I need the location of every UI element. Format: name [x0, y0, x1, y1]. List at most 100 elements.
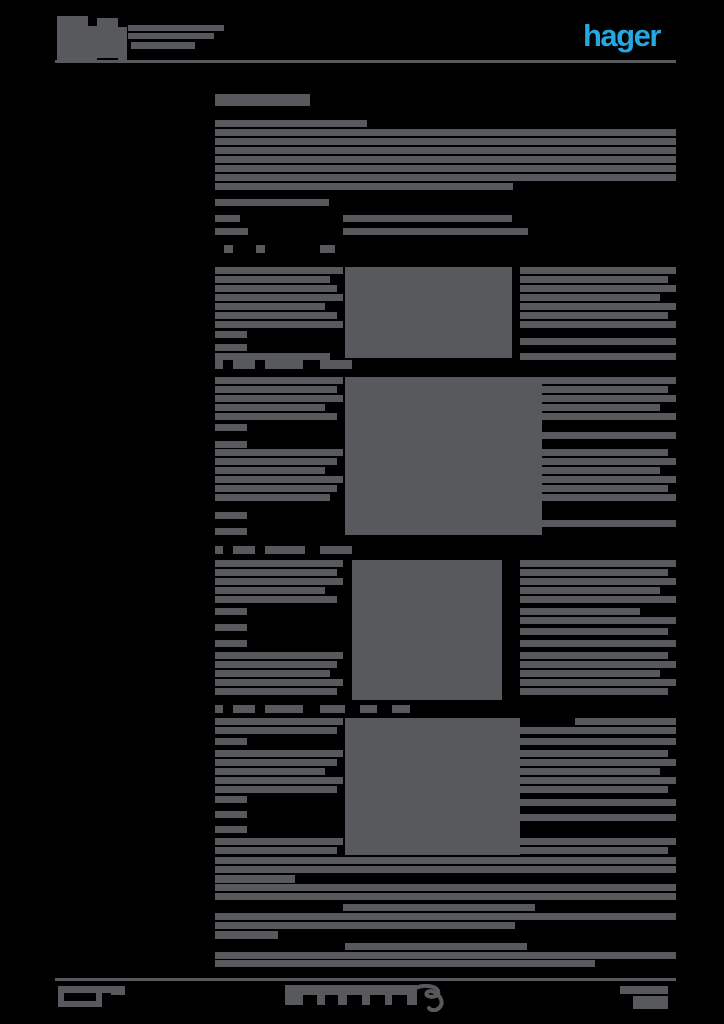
spec-value-bar — [520, 799, 676, 806]
spec-label-bar — [215, 476, 343, 483]
paragraph-line — [215, 138, 676, 145]
footer-cert-icons — [385, 995, 392, 1005]
spec-label-bar — [215, 661, 337, 668]
spec-label-bar — [215, 285, 337, 292]
spec-value-bar — [520, 267, 676, 274]
spec-value-bar — [520, 476, 676, 483]
spec-value-bar — [520, 377, 676, 384]
spec-value-bar — [520, 285, 676, 292]
spec-label-bar — [215, 312, 337, 319]
spec-label-bar — [215, 777, 343, 784]
note-line — [215, 913, 676, 920]
spec-label-bar — [215, 596, 337, 603]
note-line — [215, 952, 676, 959]
spec-label-bar — [215, 321, 343, 328]
paragraph-line — [215, 156, 676, 163]
spec-value-bar — [520, 688, 668, 695]
footer-right-mark — [633, 996, 668, 1009]
spec-value-bar — [520, 578, 676, 585]
paragraph-line — [215, 165, 676, 172]
note-line — [215, 857, 676, 864]
section-header-word — [320, 360, 352, 369]
spec-value-bar — [520, 750, 668, 757]
section-header-word — [224, 245, 233, 253]
subheading-bar — [215, 199, 329, 206]
title-glyph — [118, 27, 127, 60]
spec-value-bar — [520, 458, 676, 465]
footer-left-mark — [111, 986, 125, 995]
spec-value-bar — [520, 449, 668, 456]
spec-value-bar — [520, 312, 668, 319]
spec-label-bar — [215, 796, 247, 803]
spec-value-bar — [520, 338, 676, 345]
spec-label-bar — [215, 228, 248, 235]
spec-label-bar — [215, 458, 337, 465]
spec-value-bar — [520, 321, 676, 328]
spec-label-bar — [215, 386, 337, 393]
paragraph-line — [215, 183, 513, 190]
spec-label-bar — [215, 377, 343, 384]
spec-value-bar — [343, 228, 528, 235]
spec-label-bar — [215, 344, 247, 351]
spec-value-bar — [520, 628, 668, 635]
title-glyph — [57, 16, 88, 61]
spec-value-bar — [520, 485, 668, 492]
note-line — [215, 866, 676, 873]
spec-value-bar — [520, 395, 676, 402]
spec-value-bar — [520, 640, 676, 647]
footer-cert-icons — [338, 995, 347, 1005]
spec-label-bar — [215, 727, 337, 734]
section-header-word — [233, 360, 255, 369]
section-header-word — [215, 360, 223, 369]
spec-value-bar — [520, 413, 676, 420]
spec-value-bar — [520, 814, 676, 821]
spec-label-bar — [215, 467, 325, 474]
spec-label-bar — [215, 404, 325, 411]
title-glyph — [97, 18, 118, 58]
spec-label-bar — [215, 826, 247, 833]
spec-label-bar — [215, 528, 247, 535]
spec-value-bar — [520, 608, 640, 615]
spec-label-bar — [215, 353, 330, 360]
spec-label-bar — [215, 294, 343, 301]
spec-label-bar — [215, 569, 337, 576]
section-header-word — [265, 546, 305, 554]
note-line — [215, 960, 595, 967]
section-title-bar — [215, 94, 310, 106]
header-text-line — [128, 25, 224, 31]
footer-left-mark — [58, 993, 64, 1007]
footer-cert-icons — [362, 995, 370, 1005]
note-line — [215, 922, 515, 929]
section-header-word — [265, 705, 303, 713]
spec-value-bar — [520, 467, 660, 474]
paragraph-line — [215, 129, 676, 136]
section-header-word — [265, 360, 303, 369]
spec-label-bar — [215, 441, 247, 448]
footer-cert-icons — [317, 995, 325, 1005]
spec-value-bar — [520, 738, 676, 745]
section-header-word — [320, 705, 345, 713]
paragraph-line — [215, 147, 676, 154]
spec-label-bar — [215, 786, 337, 793]
spec-label-bar — [215, 449, 343, 456]
note-line — [345, 943, 527, 950]
spec-value-bar — [520, 679, 676, 686]
spec-label-bar — [215, 215, 240, 222]
spec-label-bar — [215, 494, 330, 501]
spec-value-bar — [520, 596, 676, 603]
spec-value-bar — [520, 661, 676, 668]
spec-label-bar — [215, 608, 247, 615]
diagram-block — [345, 267, 512, 358]
section-header-word — [233, 546, 255, 554]
section-header-word — [215, 546, 223, 554]
spec-label-bar — [215, 267, 343, 274]
spec-label-bar — [215, 759, 337, 766]
spec-label-bar — [215, 679, 343, 686]
spec-value-bar — [575, 718, 676, 725]
footer-cert-icons — [285, 995, 303, 1005]
footer-left-mark — [64, 1001, 102, 1007]
paragraph-line — [215, 174, 676, 181]
spec-label-bar — [215, 847, 337, 854]
spec-label-bar — [215, 838, 343, 845]
